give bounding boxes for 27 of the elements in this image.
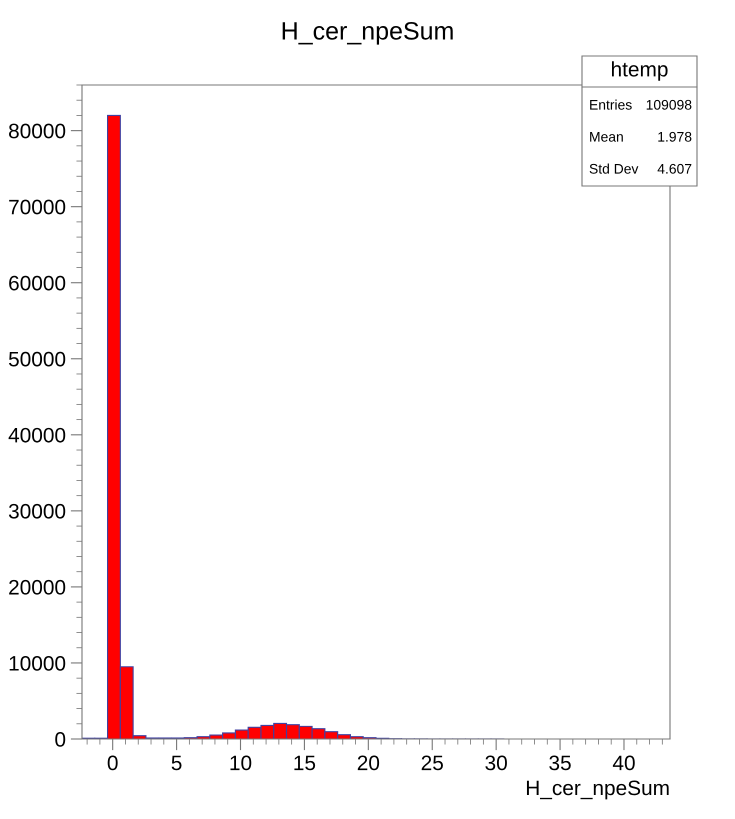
annotation: Mean — [590, 132, 623, 142]
x-tick-label: 10 — [230, 756, 252, 770]
text: htemp — [612, 61, 668, 81]
y-tick-label: 70000 — [9, 200, 66, 214]
x-tick-label: 25 — [422, 756, 443, 770]
x-tick-label: 35 — [549, 756, 571, 770]
y-tick-label: 0 — [55, 732, 66, 747]
x-tick-label: 5 — [172, 756, 182, 770]
x-tick-label: 15 — [294, 756, 316, 770]
x-tick-label: 20 — [358, 756, 380, 770]
y-tick-label: 10000 — [10, 656, 66, 671]
x-tick-label: 30 — [485, 756, 507, 770]
annotation: 109098 — [646, 100, 692, 110]
y-tick-label: 30000 — [8, 504, 66, 519]
annotation: Std Dev — [590, 164, 638, 174]
x-axis-title: H_cer_npeSum — [526, 780, 669, 800]
x-tick-label: 0 — [108, 756, 118, 770]
y-tick-label: 80000 — [9, 124, 66, 138]
x-tick-label: 40 — [612, 756, 635, 770]
y-tick-label: 60000 — [9, 276, 66, 290]
annotation: Entries — [590, 100, 632, 110]
y-tick-label: 20000 — [9, 580, 66, 595]
chart-title: H_cer_npeSum — [282, 22, 453, 45]
y-tick-label: 50000 — [8, 352, 66, 367]
y-tick-label: 40000 — [8, 428, 66, 443]
annotation: 4.607 — [658, 164, 692, 174]
annotation: 1.978 — [658, 132, 692, 142]
